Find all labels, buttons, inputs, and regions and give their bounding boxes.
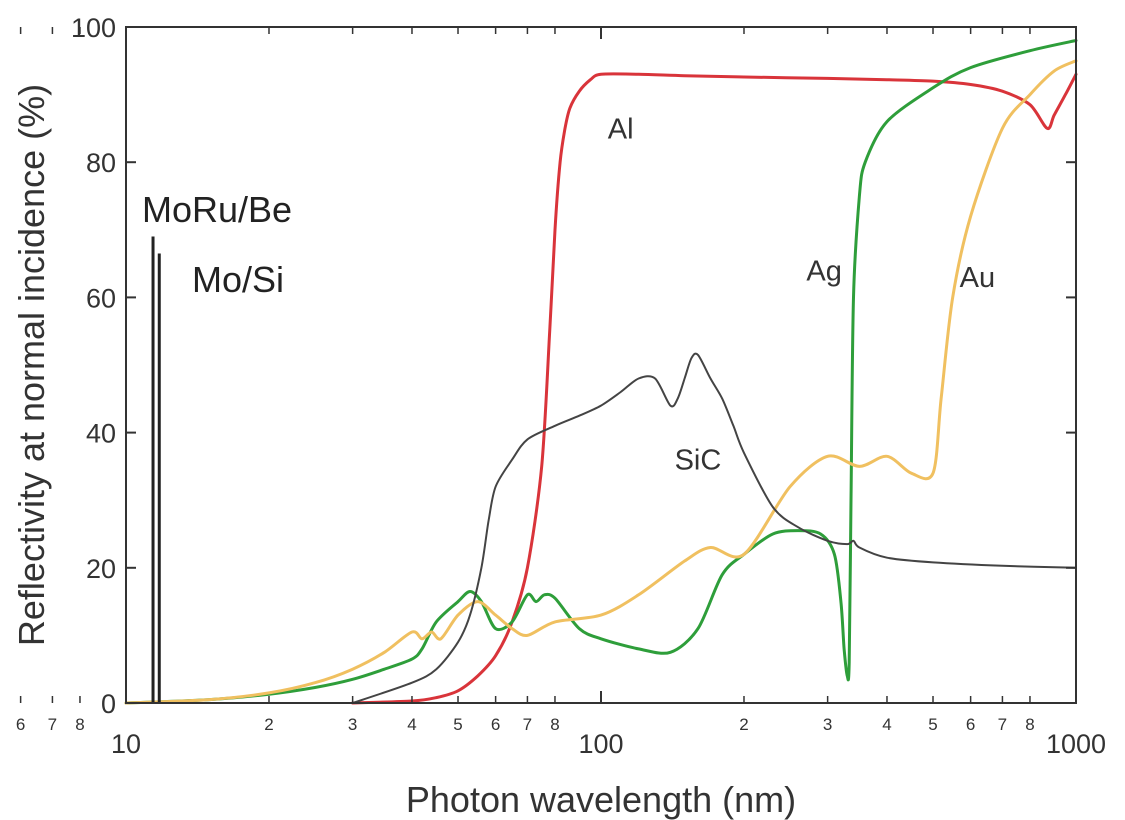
y-tick-label: 60 — [86, 283, 116, 313]
x-minor-tick-label: 2 — [264, 715, 273, 734]
x-major-tick-label: 10 — [111, 729, 141, 759]
series-line-au — [124, 59, 1078, 705]
multilayer-label-mo-si: Mo/Si — [192, 259, 284, 300]
x-minor-tick-label: 7 — [523, 715, 532, 734]
x-minor-tick-label: 4 — [407, 715, 416, 734]
y-tick-label: 40 — [86, 419, 116, 449]
series-line-al — [351, 72, 1078, 705]
y-tick-label: 20 — [86, 554, 116, 584]
x-minor-tick-label: 6 — [966, 715, 975, 734]
x-minor-tick-label: 8 — [550, 715, 559, 734]
x-major-tick-label: 100 — [578, 729, 623, 759]
y-axis-label: Reflectivity at normal incidence (%) — [11, 84, 52, 646]
x-minor-tick-label: 6 — [491, 715, 500, 734]
x-minor-tick-label: 5 — [928, 715, 937, 734]
series-label-au: Au — [960, 262, 995, 294]
y-tick-label: 100 — [71, 13, 116, 43]
x-minor-tick-label: 7 — [998, 715, 1007, 734]
y-tick-label: 80 — [86, 148, 116, 178]
x-minor-tick-label: 2 — [739, 715, 748, 734]
x-minor-tick-label: 3 — [823, 715, 832, 734]
x-major-tick-label: 1000 — [1046, 729, 1106, 759]
x-minor-tick-label: 8 — [1025, 715, 1034, 734]
axes: 0204060801001010010002345678234567823456… — [16, 13, 1106, 759]
series-labels: MoRu/Be Mo/Si Al Ag Au SiC — [142, 113, 995, 476]
x-axis-label: Photon wavelength (nm) — [406, 779, 796, 820]
x-minor-tick-label: 8 — [75, 715, 84, 734]
series-line-ag — [124, 39, 1078, 705]
series-line-sic — [351, 352, 1077, 704]
x-minor-tick-label: 6 — [16, 715, 25, 734]
x-minor-tick-label: 7 — [48, 715, 57, 734]
x-minor-tick-label: 3 — [348, 715, 357, 734]
x-minor-tick-label: 4 — [882, 715, 891, 734]
multilayer-label-moru-be: MoRu/Be — [142, 189, 292, 230]
y-tick-label: 0 — [101, 689, 116, 719]
series-label-ag: Ag — [806, 255, 841, 287]
plot-frame — [125, 26, 1077, 704]
series-label-al: Al — [608, 113, 634, 145]
x-minor-tick-label: 5 — [453, 715, 462, 734]
plot-area — [124, 39, 1078, 705]
series-label-sic: SiC — [675, 445, 722, 477]
